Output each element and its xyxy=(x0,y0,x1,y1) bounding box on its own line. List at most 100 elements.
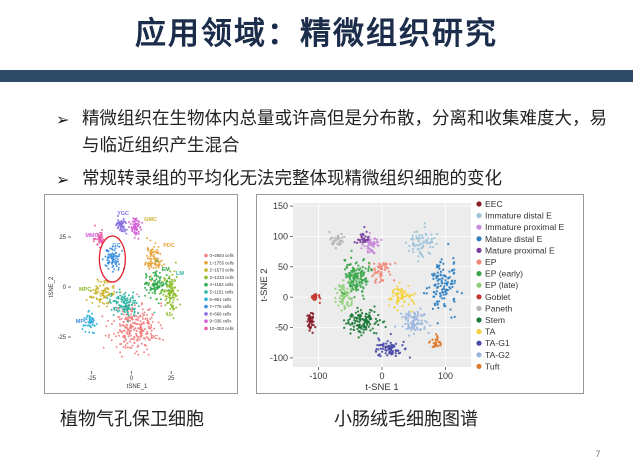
data-point xyxy=(312,294,316,297)
data-point xyxy=(431,241,434,244)
data-point xyxy=(436,271,439,274)
data-point xyxy=(88,324,91,327)
data-point xyxy=(367,265,371,268)
highlight-circle xyxy=(98,235,126,283)
data-point xyxy=(127,314,130,317)
y-tick-label: 0 xyxy=(283,292,288,302)
data-point xyxy=(86,315,89,317)
data-point xyxy=(102,284,105,287)
data-point xyxy=(373,322,376,326)
data-point xyxy=(428,341,431,344)
data-point xyxy=(353,322,356,325)
bullet-item: ➢ 常规转录组的平均化无法完整体现精微组织细胞的变化 xyxy=(56,166,616,193)
legend-swatch xyxy=(204,312,208,316)
data-point xyxy=(384,352,387,355)
data-point xyxy=(120,225,123,227)
data-point xyxy=(378,281,381,284)
data-point xyxy=(134,352,137,355)
data-point xyxy=(112,260,115,263)
data-point xyxy=(150,324,153,327)
data-point xyxy=(434,292,438,296)
legend-swatch xyxy=(204,253,208,258)
data-point xyxy=(380,350,384,353)
data-point xyxy=(150,329,153,332)
legend-label: 7~776 cells xyxy=(210,304,232,309)
data-point xyxy=(431,246,435,249)
data-point xyxy=(366,236,370,239)
data-point xyxy=(101,292,104,295)
data-point xyxy=(427,331,430,335)
data-point xyxy=(392,279,396,282)
data-point xyxy=(449,308,452,311)
data-point xyxy=(342,295,346,298)
data-point xyxy=(404,241,408,244)
data-point xyxy=(94,224,96,227)
data-point xyxy=(343,326,346,330)
legend-swatch xyxy=(476,352,482,358)
data-point xyxy=(392,306,396,309)
data-point xyxy=(153,288,156,291)
data-point xyxy=(123,321,126,323)
data-point xyxy=(112,332,115,335)
data-point xyxy=(347,321,350,324)
data-point xyxy=(407,317,410,320)
data-point xyxy=(161,264,163,267)
data-point xyxy=(128,330,131,333)
data-point xyxy=(114,335,117,338)
data-point xyxy=(453,300,456,303)
data-point xyxy=(112,264,115,267)
data-point xyxy=(120,296,123,299)
data-point xyxy=(388,352,391,355)
data-point xyxy=(131,295,134,298)
data-point xyxy=(356,288,360,291)
data-point xyxy=(413,312,417,316)
data-point xyxy=(338,243,341,246)
data-point xyxy=(146,255,148,257)
data-point xyxy=(133,236,136,239)
data-point xyxy=(146,330,149,333)
data-point xyxy=(156,282,159,285)
data-point xyxy=(310,296,313,299)
legend-swatch xyxy=(204,290,208,294)
legend-label: EP (late) xyxy=(485,280,518,290)
data-point xyxy=(359,239,362,242)
data-point xyxy=(131,296,134,299)
legend-swatch xyxy=(204,282,208,287)
data-point xyxy=(108,333,110,336)
cluster-label: MPC_2 xyxy=(76,319,94,325)
data-point xyxy=(429,242,432,245)
data-point xyxy=(162,284,165,286)
data-point xyxy=(314,298,317,301)
data-point xyxy=(365,283,368,286)
data-point xyxy=(129,334,132,337)
data-point xyxy=(97,238,100,240)
legend-label: 9~336 cells xyxy=(210,319,232,324)
data-point xyxy=(116,260,119,263)
data-point xyxy=(115,302,118,305)
data-point xyxy=(117,225,120,227)
data-point xyxy=(364,277,367,281)
data-point xyxy=(127,301,130,304)
data-point xyxy=(161,288,164,291)
data-point xyxy=(100,233,102,236)
data-point xyxy=(412,319,415,323)
data-point xyxy=(390,298,393,301)
legend-swatch xyxy=(204,261,208,265)
data-point xyxy=(384,266,387,269)
data-point xyxy=(410,310,413,313)
data-point xyxy=(411,294,415,297)
data-point xyxy=(124,346,127,349)
data-point xyxy=(135,335,138,337)
legend-swatch xyxy=(476,340,482,346)
data-point xyxy=(168,314,171,317)
data-point xyxy=(371,274,374,277)
data-point xyxy=(107,291,109,294)
data-point xyxy=(113,290,116,293)
data-point xyxy=(149,255,152,258)
data-point xyxy=(128,226,130,229)
data-point xyxy=(398,288,401,291)
slide-title: 应用领域：精微组织研究 xyxy=(135,16,498,52)
data-point xyxy=(438,292,442,295)
data-point xyxy=(415,230,419,233)
data-point xyxy=(85,299,88,301)
